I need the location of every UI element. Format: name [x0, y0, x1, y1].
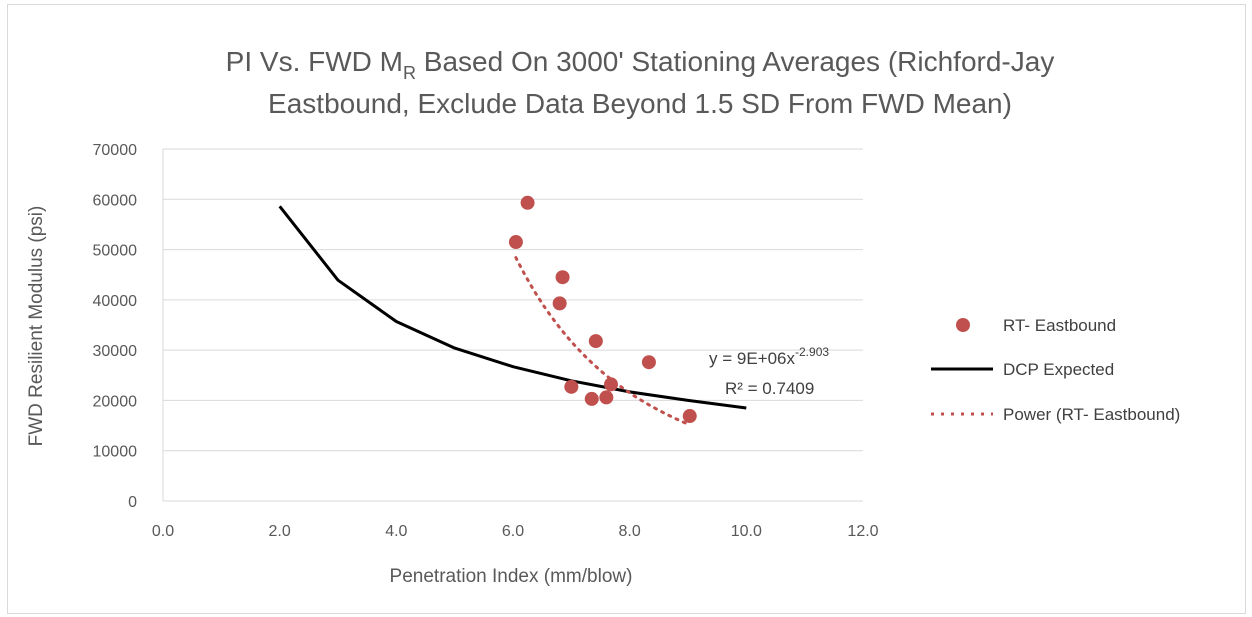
legend: RT- Eastbound DCP Expected Power (RT- Ea…: [931, 316, 1180, 424]
y-tick-label: 30000: [93, 343, 138, 360]
y-tick-labels: 0 10000 20000 30000 40000 50000 60000 70000: [93, 142, 138, 511]
trendline-r-squared: R² = 0.7409: [725, 379, 814, 398]
gridlines: [163, 149, 863, 451]
x-tick-label: 10.0: [731, 523, 762, 540]
trendline-equation: y = 9E+06x-2.903: [709, 345, 829, 368]
y-tick-label: 70000: [93, 142, 138, 159]
legend-marker-rt-eastbound: [956, 318, 970, 332]
data-point-rt-eastbound: [556, 270, 570, 284]
y-tick-label: 60000: [93, 192, 138, 209]
chart-title-line2: Eastbound, Exclude Data Beyond 1.5 SD Fr…: [268, 88, 1012, 119]
x-tick-label: 0.0: [152, 523, 174, 540]
x-tick-label: 4.0: [385, 523, 407, 540]
data-point-rt-eastbound: [564, 380, 578, 394]
y-axis-title: FWD Resilient Modulus (psi): [26, 206, 47, 447]
legend-label-rt-eastbound: RT- Eastbound: [1003, 316, 1116, 335]
x-tick-label: 6.0: [502, 523, 524, 540]
data-point-rt-eastbound: [521, 196, 535, 210]
y-tick-label: 40000: [93, 293, 138, 310]
x-tick-label: 12.0: [847, 523, 878, 540]
y-tick-label: 10000: [93, 444, 138, 461]
data-point-rt-eastbound: [585, 392, 599, 406]
data-point-rt-eastbound: [604, 377, 618, 391]
data-point-rt-eastbound: [642, 355, 656, 369]
x-tick-labels: 0.0 2.0 4.0 6.0 8.0 10.0 12.0: [152, 523, 879, 540]
data-point-rt-eastbound: [553, 296, 567, 310]
plot-area: [280, 196, 747, 425]
data-point-rt-eastbound: [589, 334, 603, 348]
legend-label-power-trend: Power (RT- Eastbound): [1003, 405, 1180, 424]
chart-title-line1: PI Vs. FWD MR Based On 3000' Stationing …: [226, 46, 1055, 83]
data-point-rt-eastbound: [599, 390, 613, 404]
y-tick-label: 20000: [93, 393, 138, 410]
y-tick-label: 0: [128, 494, 137, 511]
x-tick-label: 8.0: [619, 523, 641, 540]
legend-label-dcp-expected: DCP Expected: [1003, 360, 1114, 379]
x-axis-title: Penetration Index (mm/blow): [390, 566, 633, 587]
axes: [163, 149, 863, 501]
data-point-rt-eastbound: [509, 235, 523, 249]
y-tick-label: 50000: [93, 243, 138, 260]
x-tick-label: 2.0: [269, 523, 291, 540]
data-point-rt-eastbound: [683, 409, 697, 423]
